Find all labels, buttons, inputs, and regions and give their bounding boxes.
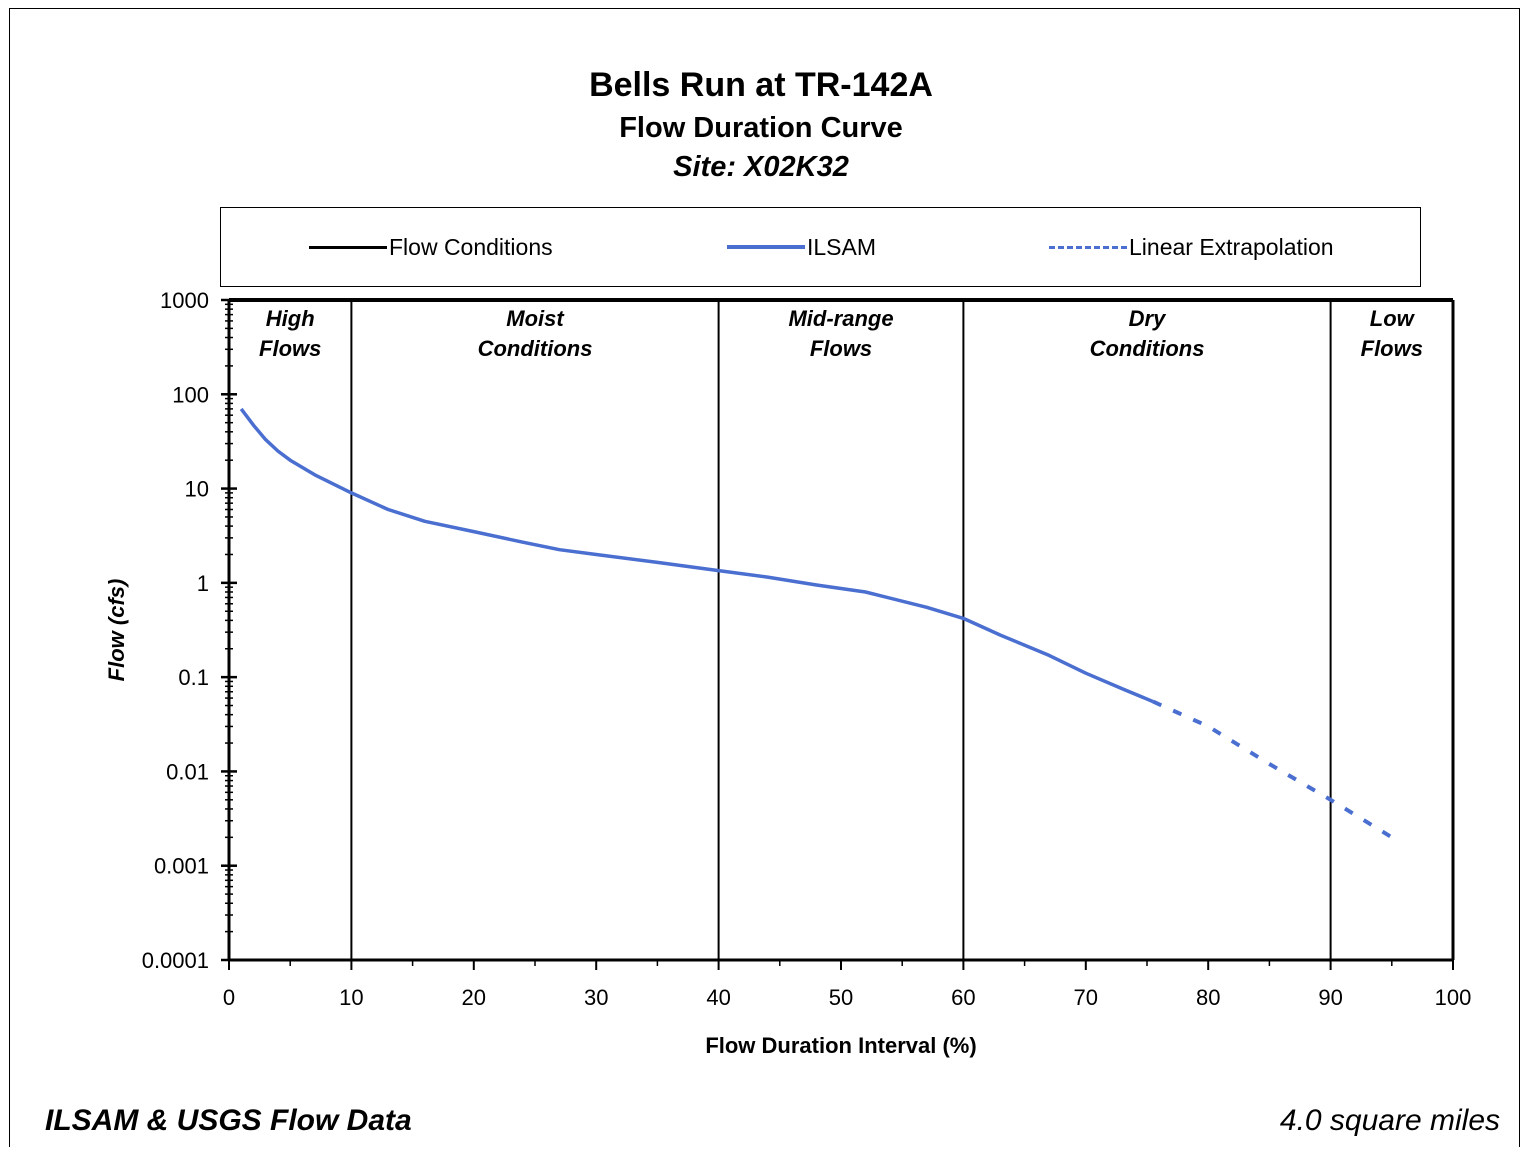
y-tick-label: 10 (185, 477, 209, 502)
x-tick-label: 90 (1318, 985, 1342, 1010)
x-tick-label: 20 (462, 985, 486, 1010)
legend-swatch-linear-extrapolation (1049, 245, 1127, 249)
zone-label: Moist (506, 306, 565, 331)
x-tick-label: 50 (829, 985, 853, 1010)
legend-label-flow-conditions: Flow Conditions (389, 233, 553, 260)
chart-title: Bells Run at TR-142A (589, 66, 933, 104)
y-tick-label: 1 (197, 571, 209, 596)
y-tick-label: 0.01 (166, 759, 209, 784)
x-tick-label: 60 (951, 985, 975, 1010)
legend-label-ilsam: ILSAM (807, 233, 877, 260)
zone-label: High (266, 306, 315, 331)
zone-label: Flows (1361, 336, 1423, 361)
x-tick-label: 30 (584, 985, 608, 1010)
chart-frame (9, 8, 1520, 1147)
footer-data-source: ILSAM & USGS Flow Data (45, 1104, 412, 1137)
y-tick-label: 100 (172, 382, 209, 407)
y-axis-title: Flow (cfs) (104, 579, 129, 682)
legend-item-flow-conditions: Flow Conditions (309, 234, 553, 260)
x-tick-label: 80 (1196, 985, 1220, 1010)
zone-label: Conditions (478, 336, 593, 361)
y-tick-label: 0.0001 (142, 948, 209, 973)
x-tick-label: 70 (1074, 985, 1098, 1010)
x-tick-label: 100 (1435, 985, 1472, 1010)
series-line-linear-extrapolation (1152, 699, 1393, 840)
legend: Flow Conditions ILSAM Linear Extrapolati… (220, 207, 1421, 287)
legend-item-ilsam: ILSAM (727, 234, 876, 260)
y-tick-label: 0.001 (154, 854, 209, 879)
legend-label-linear-extrapolation: Linear Extrapolation (1129, 233, 1334, 260)
legend-swatch-flow-conditions (309, 245, 387, 249)
footer-drainage-area: 4.0 square miles (1279, 1104, 1500, 1137)
legend-item-linear-extrapolation: Linear Extrapolation (1049, 234, 1334, 260)
zone-label: Conditions (1090, 336, 1205, 361)
y-tick-label: 1000 (160, 288, 209, 313)
x-tick-label: 40 (706, 985, 730, 1010)
zone-label: Flows (259, 336, 321, 361)
chart-site-label: Site: X02K32 (673, 151, 849, 183)
legend-swatch-ilsam (727, 245, 805, 249)
zone-label: Flows (810, 336, 872, 361)
x-tick-label: 0 (223, 985, 235, 1010)
x-axis-title: Flow Duration Interval (%) (705, 1033, 976, 1058)
zone-label: Mid-range (788, 306, 893, 331)
zone-label: Dry (1129, 306, 1167, 331)
x-tick-label: 10 (339, 985, 363, 1010)
zone-label: Low (1370, 306, 1416, 331)
series-line-ilsam (239, 407, 1154, 704)
chart-subtitle: Flow Duration Curve (619, 112, 903, 144)
y-tick-label: 0.1 (178, 665, 209, 690)
